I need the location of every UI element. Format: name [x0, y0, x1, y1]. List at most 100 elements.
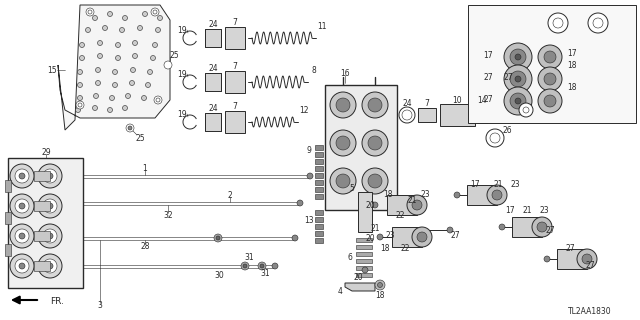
Circle shape	[141, 95, 147, 100]
Bar	[225, 71, 245, 93]
Circle shape	[47, 263, 53, 269]
Text: 27: 27	[450, 230, 460, 239]
Circle shape	[93, 15, 97, 20]
Text: 18: 18	[567, 83, 577, 92]
Bar	[356, 245, 372, 249]
Circle shape	[129, 81, 134, 85]
Circle shape	[86, 8, 94, 16]
Circle shape	[76, 108, 81, 113]
Text: 25: 25	[169, 51, 179, 60]
Circle shape	[15, 229, 29, 243]
Circle shape	[43, 169, 57, 183]
Bar	[315, 159, 323, 164]
Text: 32: 32	[163, 211, 173, 220]
Text: 21: 21	[371, 223, 380, 233]
Circle shape	[97, 41, 102, 45]
Text: 27: 27	[545, 226, 555, 235]
Text: 8: 8	[312, 66, 316, 75]
Circle shape	[150, 55, 156, 60]
Circle shape	[10, 164, 34, 188]
Text: 27: 27	[585, 260, 595, 269]
Circle shape	[336, 174, 350, 188]
Circle shape	[362, 267, 368, 273]
Circle shape	[138, 26, 143, 30]
Bar	[315, 187, 323, 192]
Bar	[34, 171, 50, 181]
Text: 24: 24	[208, 63, 218, 73]
Circle shape	[538, 45, 562, 69]
Circle shape	[260, 264, 264, 268]
Circle shape	[95, 68, 100, 73]
Text: 7: 7	[232, 61, 237, 70]
Bar	[512, 217, 542, 237]
Circle shape	[108, 12, 113, 17]
Text: 21: 21	[493, 180, 503, 188]
Circle shape	[368, 98, 382, 112]
Text: 23: 23	[420, 189, 430, 198]
Circle shape	[113, 83, 118, 87]
Text: 21: 21	[407, 196, 417, 204]
Bar	[358, 192, 372, 232]
Circle shape	[77, 95, 83, 100]
Bar	[315, 166, 323, 171]
Circle shape	[307, 173, 313, 179]
Text: 16: 16	[340, 68, 350, 77]
Circle shape	[515, 76, 521, 82]
Bar	[8, 158, 83, 288]
Bar	[356, 273, 372, 277]
Text: 7: 7	[232, 101, 237, 110]
Text: 26: 26	[502, 125, 512, 134]
Circle shape	[154, 96, 162, 104]
Bar	[440, 104, 475, 126]
Circle shape	[126, 124, 134, 132]
Bar	[34, 261, 50, 271]
Text: 22: 22	[396, 211, 404, 220]
Circle shape	[519, 103, 533, 117]
Bar	[356, 266, 372, 270]
Polygon shape	[58, 5, 170, 130]
Text: 19: 19	[177, 109, 187, 118]
Text: 23: 23	[385, 230, 395, 239]
Text: 27: 27	[483, 73, 493, 82]
Text: 27: 27	[483, 94, 493, 103]
Text: 20: 20	[365, 201, 375, 210]
Circle shape	[336, 136, 350, 150]
Text: 27: 27	[503, 73, 513, 82]
Circle shape	[499, 224, 505, 230]
Circle shape	[588, 13, 608, 33]
Circle shape	[368, 136, 382, 150]
Circle shape	[241, 262, 249, 270]
Bar	[315, 210, 323, 215]
Circle shape	[504, 43, 532, 71]
Bar	[315, 180, 323, 185]
Circle shape	[272, 263, 278, 269]
Circle shape	[515, 54, 521, 60]
Text: 24: 24	[208, 20, 218, 28]
Circle shape	[78, 103, 82, 107]
Circle shape	[88, 10, 92, 14]
Text: 22: 22	[400, 244, 410, 252]
Circle shape	[544, 256, 550, 262]
Circle shape	[10, 194, 34, 218]
Circle shape	[362, 92, 388, 118]
Text: 31: 31	[244, 253, 254, 262]
Text: 31: 31	[260, 269, 270, 278]
Circle shape	[412, 227, 432, 247]
Circle shape	[407, 195, 427, 215]
Text: 23: 23	[539, 205, 549, 214]
Bar	[315, 217, 323, 222]
Circle shape	[132, 41, 138, 45]
Bar	[5, 244, 11, 256]
Text: 2: 2	[228, 190, 232, 199]
Bar	[205, 29, 221, 47]
Text: 27: 27	[565, 244, 575, 252]
Text: 25: 25	[135, 133, 145, 142]
Circle shape	[19, 263, 25, 269]
Bar	[315, 238, 323, 243]
Text: 14: 14	[477, 95, 487, 105]
Circle shape	[147, 69, 152, 75]
Circle shape	[43, 229, 57, 243]
Text: TL2AA1830: TL2AA1830	[568, 308, 612, 316]
Circle shape	[97, 53, 102, 59]
Circle shape	[258, 262, 266, 270]
